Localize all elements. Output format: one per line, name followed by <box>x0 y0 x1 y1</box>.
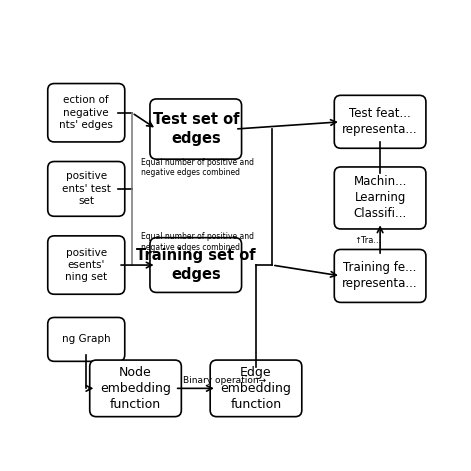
FancyBboxPatch shape <box>48 162 125 216</box>
FancyBboxPatch shape <box>150 238 242 292</box>
Text: positive
esents'
ning set: positive esents' ning set <box>65 248 107 283</box>
FancyBboxPatch shape <box>150 99 242 159</box>
Text: Equal number of positive and
negative edges combined: Equal number of positive and negative ed… <box>141 158 254 178</box>
Text: Edge
embedding
function: Edge embedding function <box>220 366 292 411</box>
FancyBboxPatch shape <box>334 167 426 229</box>
Text: Equal number of positive and
negative edges combined: Equal number of positive and negative ed… <box>141 232 254 252</box>
FancyBboxPatch shape <box>334 95 426 148</box>
FancyBboxPatch shape <box>48 317 125 361</box>
Text: ↑Tra...: ↑Tra... <box>355 236 382 245</box>
Text: Node
embedding
function: Node embedding function <box>100 366 171 411</box>
Text: Test feat...
representa...: Test feat... representa... <box>342 107 418 136</box>
Text: Training fe...
representa...: Training fe... representa... <box>342 261 418 291</box>
Text: ng Graph: ng Graph <box>62 334 111 344</box>
FancyBboxPatch shape <box>210 360 302 417</box>
Text: Binary operation→: Binary operation→ <box>183 375 266 384</box>
FancyBboxPatch shape <box>89 360 181 417</box>
Text: positive
ents' test
set: positive ents' test set <box>62 171 111 206</box>
FancyBboxPatch shape <box>334 250 426 302</box>
Text: ection of
negative
nts' edges: ection of negative nts' edges <box>59 95 113 130</box>
FancyBboxPatch shape <box>48 236 125 294</box>
Text: Training set of
edges: Training set of edges <box>136 248 256 282</box>
Text: Machin...
Learning
Classifi...: Machin... Learning Classifi... <box>353 176 407 220</box>
Text: Test set of
edges: Test set of edges <box>153 112 239 146</box>
FancyBboxPatch shape <box>48 83 125 142</box>
